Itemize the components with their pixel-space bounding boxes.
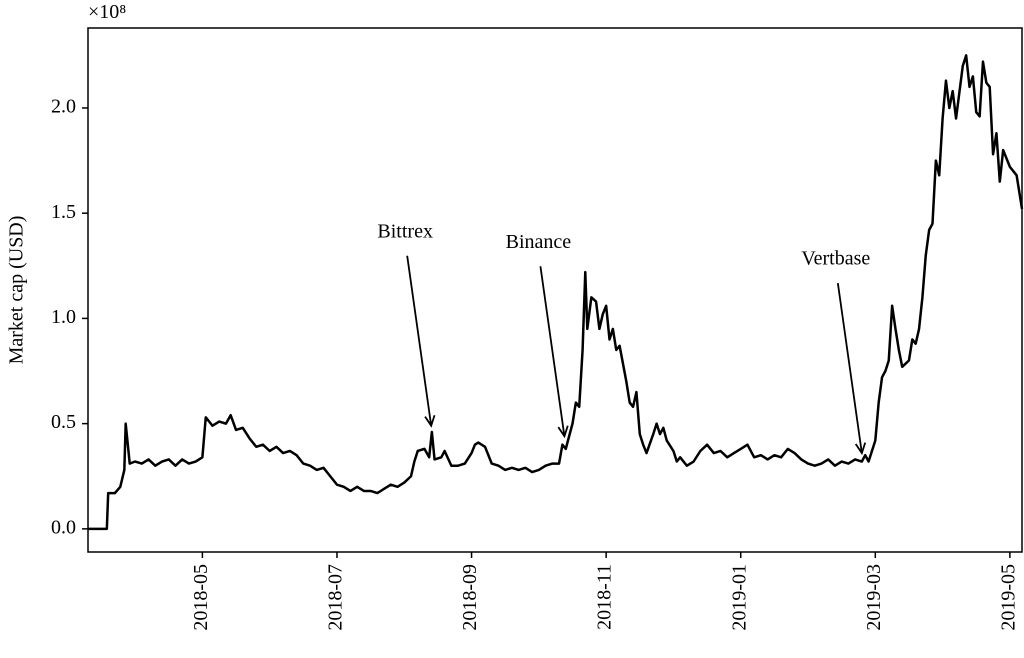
x-tick-label: 2019-05: [997, 564, 1019, 631]
x-tick-label: 2018-05: [190, 564, 212, 631]
annotation-arrowhead: [557, 425, 569, 439]
y-tick-label: 1.0: [51, 306, 76, 328]
y-tick-label: 0.0: [51, 516, 76, 538]
y-axis-label: Market cap (USD): [6, 216, 28, 365]
x-tick-label: 2019-03: [863, 564, 885, 631]
y-tick-label: 1.5: [51, 201, 76, 223]
offset-text: ×10⁸: [88, 1, 126, 23]
y-tick-label: 0.5: [51, 411, 76, 433]
y-tick-label: 2.0: [51, 96, 76, 118]
plot-frame: [87, 27, 1023, 553]
x-tick-label: 2018-11: [594, 564, 616, 630]
annotation-text: Binance: [506, 231, 572, 253]
data-line: [88, 54, 1024, 531]
annotation-arrowhead: [854, 442, 867, 456]
x-tick-label: 2018-07: [325, 564, 347, 631]
x-tick-label: 2018-09: [459, 564, 481, 631]
x-tick-label: 2019-01: [728, 564, 750, 631]
annotation-arrowhead: [424, 414, 436, 428]
annotation-arrow: [836, 282, 863, 454]
annotation-arrow: [539, 266, 566, 437]
annotation-text: Vertbase: [801, 248, 870, 270]
annotation-text: Bittrex: [377, 220, 433, 242]
annotation-arrow: [406, 255, 433, 426]
